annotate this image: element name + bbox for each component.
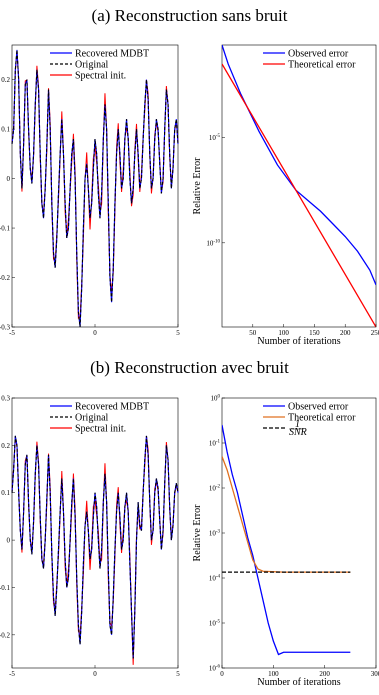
- legend-label: Spectral init.: [75, 71, 126, 82]
- x-axis-label: Number of iterations: [257, 677, 340, 688]
- x-tick-label: 300: [371, 670, 379, 678]
- curves: [222, 45, 376, 327]
- legend-label: Original: [75, 60, 109, 71]
- x-tick-label: 100: [268, 670, 279, 678]
- y-tick-label: 0.2: [1, 76, 10, 84]
- x-tick-label: 250: [371, 329, 379, 337]
- original-line: [11, 435, 179, 659]
- y-tick-label: 10-1: [209, 440, 221, 448]
- y-tick-label: 0.2: [1, 442, 10, 450]
- x-tick-label: 0: [93, 329, 97, 337]
- recovered-line: [11, 435, 179, 659]
- series-line-2: [222, 63, 376, 327]
- curves: [222, 424, 351, 656]
- caption-b: (b) Reconstruction avec bruit: [90, 358, 289, 377]
- y-tick-label: 100: [211, 395, 221, 403]
- axes-box: [221, 44, 377, 328]
- chart-b-signal: -5 0 5 -0.2 -0.1 0 0.1 0.2 0.3 Recovered MDBTOri…: [0, 395, 180, 679]
- legend-label: Observed error: [288, 402, 349, 413]
- y-tick-label: -0.2: [0, 274, 10, 282]
- x-tick-label: 50: [249, 329, 257, 337]
- curves: [11, 49, 179, 328]
- y-tick-label: -0.3: [0, 324, 10, 332]
- x-tick-label: 0: [93, 670, 97, 678]
- x-tick-label: 5: [176, 329, 180, 337]
- x-axis-label: Number of iterations: [257, 336, 340, 347]
- y-tick-label: 0: [7, 537, 11, 545]
- y-tick-label: -0.1: [0, 225, 10, 233]
- series-line-1: [222, 424, 351, 656]
- recovered-line: [11, 49, 179, 328]
- legend-label: 1 SNR: [289, 419, 307, 438]
- y-tick-label: 10-5: [209, 620, 221, 628]
- x-tick-label: 200: [340, 329, 351, 337]
- y-tick-label: 10-4: [209, 575, 221, 583]
- x-tick-label: -5: [9, 329, 15, 337]
- y-tick-label: 0: [7, 175, 11, 183]
- legend-label: Original: [75, 413, 109, 424]
- legend-label: Recovered MDBT: [75, 402, 149, 413]
- y-tick-label: -0.1: [0, 584, 10, 592]
- legend-label: Observed error: [288, 49, 349, 60]
- legend-label: Spectral init.: [75, 424, 126, 435]
- y-tick-label: 10-6: [209, 665, 221, 673]
- x-tick-label: 100: [278, 329, 289, 337]
- curves: [11, 435, 179, 665]
- y-tick-label: 10-10: [206, 239, 220, 247]
- x-tick-label: 150: [309, 329, 320, 337]
- chart-b-error: 0 100 200 300 100 10-1 10-2 10-3 10-4 10-5 10-6 Num…: [192, 395, 379, 689]
- y-tick-label: 0.1: [1, 126, 10, 134]
- caption-a: (a) Reconstruction sans bruit: [91, 6, 288, 25]
- y-tick-label: 10-3: [209, 530, 221, 538]
- y-axis-label: Relative Error: [192, 504, 203, 562]
- y-tick-label: 0.1: [1, 489, 10, 497]
- ticks: 50 100 150 200 250 10-5 10-10 Number of iterati…: [192, 134, 379, 347]
- y-tick-label: 0.3: [1, 395, 10, 403]
- ticks: 0 100 200 300 100 10-1 10-2 10-3 10-4 10-5 10-6 Num…: [192, 395, 379, 689]
- chart-a-signal: -5 0 5 -0.3 -0.2 -0.1 0 0.1 0.2 Recovered MDBTOr…: [0, 44, 180, 337]
- y-tick-label: -0.2: [0, 631, 10, 639]
- y-tick-label: 10-2: [209, 485, 221, 493]
- series-line-1: [222, 45, 376, 286]
- x-tick-label: 5: [176, 670, 180, 678]
- chart-a-error: 50 100 150 200 250 10-5 10-10 Number of iterati…: [192, 44, 379, 347]
- y-tick-label: 10-5: [209, 134, 221, 142]
- spectral-init-line: [11, 51, 179, 319]
- y-axis-label: Relative Error: [192, 157, 203, 215]
- ticks: -5 0 5 -0.3 -0.2 -0.1 0 0.1 0.2: [0, 76, 180, 337]
- ticks: -5 0 5 -0.2 -0.1 0 0.1 0.2 0.3: [0, 395, 180, 679]
- axes-box: [11, 44, 179, 328]
- legend-label: Theoretical error: [288, 60, 356, 71]
- spectral-init-line: [11, 436, 179, 665]
- legend-label: Recovered MDBT: [75, 49, 149, 60]
- x-tick-label: 200: [319, 670, 330, 678]
- original-line: [11, 49, 179, 328]
- series-line-2: [222, 456, 351, 573]
- x-tick-label: -5: [9, 670, 15, 678]
- legend-label: Theoretical error: [288, 413, 356, 424]
- x-tick-label: 0: [220, 670, 224, 678]
